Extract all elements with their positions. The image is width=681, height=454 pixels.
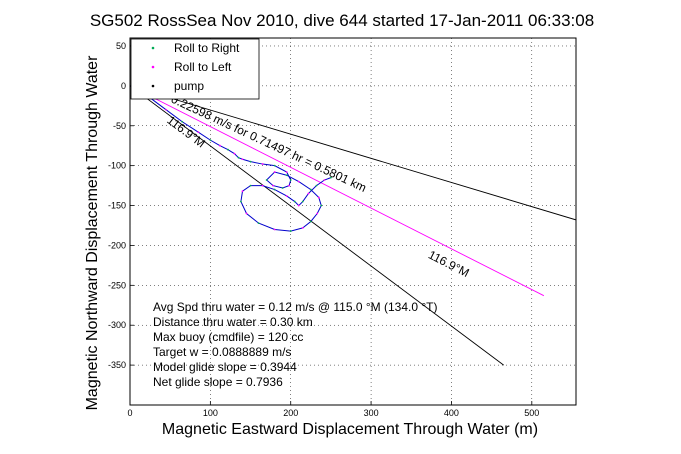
x-tick-label: 200 — [283, 408, 298, 418]
ticks: 0 100 200 300 400 500500-50-100-150-200-250-3… — [108, 41, 539, 418]
y-tick-label: 0 — [121, 81, 126, 91]
reference-line — [130, 85, 576, 221]
track-point — [285, 195, 288, 197]
track-point — [257, 222, 260, 224]
track-point — [297, 180, 300, 183]
stat-line: Target w = 0.0888889 m/s — [153, 345, 291, 359]
track-point — [273, 164, 276, 167]
annotation-text: 116.9°M — [426, 248, 472, 280]
track-point — [285, 171, 288, 173]
y-tick-label: -150 — [108, 201, 126, 211]
track-point — [227, 148, 229, 151]
x-tick-label: 400 — [444, 408, 459, 418]
reference-line — [130, 85, 545, 297]
track-point — [272, 184, 274, 187]
legend-marker — [151, 84, 155, 88]
y-tick-label: -300 — [108, 320, 126, 330]
track-point — [241, 158, 244, 161]
stat-line: Distance thru water = 0.30 km — [153, 315, 313, 329]
y-tick-label: -250 — [108, 280, 126, 290]
y-tick-label: -200 — [108, 240, 126, 250]
track-point — [209, 139, 212, 142]
track-point — [301, 226, 304, 229]
track-point — [317, 196, 320, 199]
track-point — [239, 200, 242, 203]
track-point — [301, 200, 304, 203]
stats-block: Avg Spd thru water = 0.12 m/s @ 115.0 °M… — [153, 300, 437, 389]
track-point — [309, 188, 312, 191]
legend-marker — [151, 65, 155, 69]
track-point — [323, 179, 326, 181]
legend-entry: pump — [174, 79, 204, 93]
x-tick-label: 300 — [364, 408, 379, 418]
track-point — [219, 144, 221, 147]
track-point — [249, 184, 252, 187]
reference-lines — [130, 85, 576, 366]
track-point — [273, 171, 276, 173]
track-point — [249, 160, 252, 163]
y-axis-label: Magnetic Northward Displacement Through … — [84, 55, 101, 410]
track-point — [261, 163, 264, 165]
track-point — [297, 204, 300, 207]
track-point — [288, 184, 291, 187]
track-point — [273, 228, 276, 231]
track-point — [289, 179, 292, 181]
track-point — [197, 131, 200, 134]
y-tick-label: 50 — [116, 41, 126, 51]
track-point — [285, 174, 288, 177]
y-tick-label: -50 — [113, 121, 126, 131]
stat-line: Model glide slope = 0.3944 — [153, 360, 297, 374]
dive-track — [130, 84, 332, 232]
track-point — [307, 192, 310, 195]
track-point — [261, 184, 264, 187]
legend: Roll to Right Roll to Left pump — [130, 38, 260, 100]
track-point — [289, 230, 292, 232]
track-point — [281, 187, 284, 189]
stat-line: Avg Spd thru water = 0.12 m/s @ 115.0 °M… — [153, 300, 437, 314]
track-point — [316, 212, 319, 215]
track-point — [320, 204, 323, 207]
y-tick-label: -100 — [108, 161, 126, 171]
x-tick-label: 0 — [127, 408, 132, 418]
legend-entry: Roll to Right — [174, 41, 240, 55]
x-tick-label: 100 — [203, 408, 218, 418]
track-point — [165, 108, 168, 111]
chart-title: SG502 RossSea Nov 2010, dive 644 started… — [90, 11, 594, 30]
track-point — [330, 176, 332, 179]
x-tick-label: 500 — [524, 408, 539, 418]
legend-entry: Roll to Left — [174, 60, 232, 74]
track-point — [241, 190, 244, 193]
track-point — [293, 200, 296, 203]
legend-marker — [151, 46, 155, 50]
track-point — [265, 179, 268, 181]
track-point — [181, 120, 184, 123]
track-point — [245, 212, 248, 215]
track-point — [273, 188, 276, 191]
track-point — [315, 184, 318, 187]
track-point — [309, 220, 312, 223]
reference-line — [130, 85, 504, 366]
stat-line: Max buoy (cmdfile) = 120 cc — [153, 330, 303, 344]
y-tick-label: -350 — [108, 360, 126, 370]
track-point — [237, 156, 240, 159]
x-axis-label: Magnetic Eastward Displacement Through W… — [162, 421, 538, 438]
track-point — [233, 152, 236, 155]
plot-frame — [129, 37, 577, 406]
stat-line: Net glide slope = 0.7936 — [153, 375, 283, 389]
annotations: 0.22598 m/s for 0.71497 hr = 0.5801 km11… — [164, 92, 471, 280]
